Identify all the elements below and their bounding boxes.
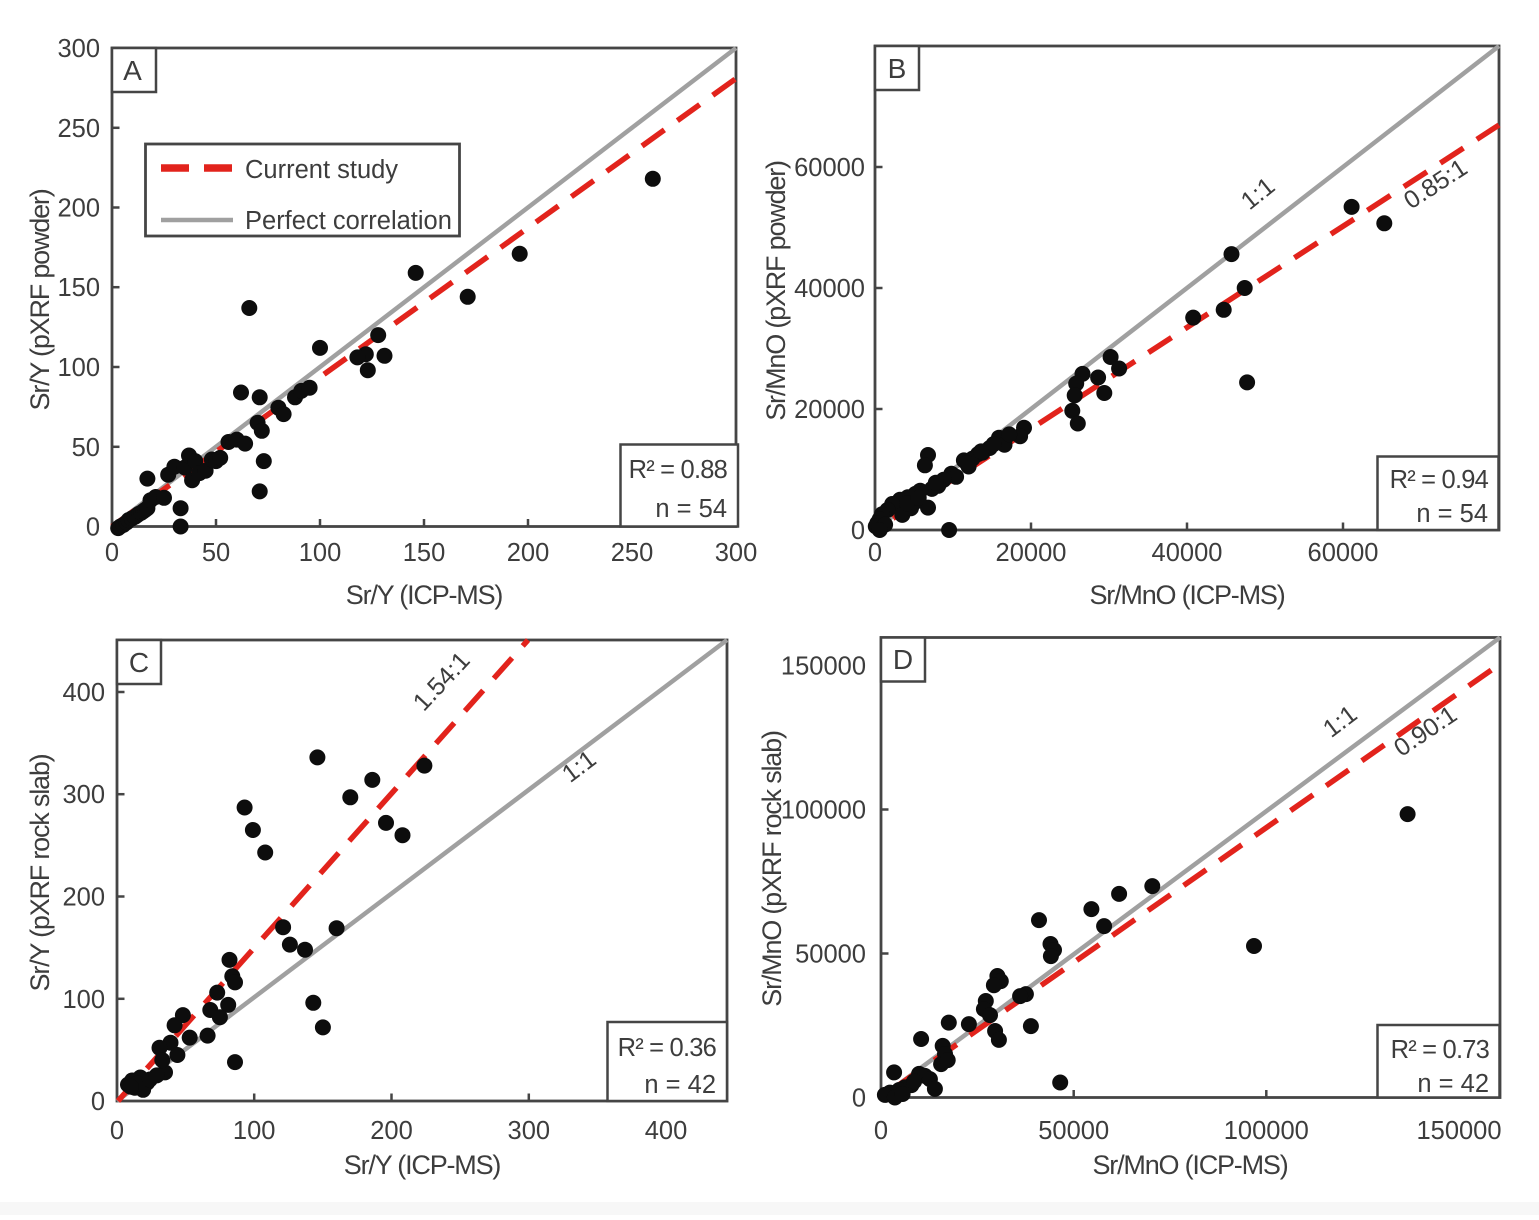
svg-text:A: A: [123, 55, 142, 86]
svg-text:300: 300: [57, 35, 100, 63]
svg-text:250: 250: [611, 539, 654, 567]
svg-text:300: 300: [508, 1117, 551, 1145]
svg-text:200: 200: [370, 1117, 413, 1145]
svg-text:100: 100: [233, 1117, 276, 1145]
svg-text:150000: 150000: [1416, 1117, 1501, 1145]
svg-text:R² = 0.94: R² = 0.94: [1390, 466, 1489, 494]
svg-text:Sr/MnO (pXRF powder): Sr/MnO (pXRF powder): [761, 161, 791, 421]
svg-text:50000: 50000: [1038, 1117, 1109, 1145]
svg-text:50000: 50000: [795, 941, 866, 969]
svg-text:0: 0: [110, 1117, 124, 1145]
svg-text:300: 300: [62, 781, 105, 809]
svg-text:B: B: [888, 53, 907, 84]
svg-text:Perfect correlation: Perfect correlation: [245, 207, 452, 235]
svg-text:Sr/MnO (ICP-MS): Sr/MnO (ICP-MS): [1093, 1150, 1288, 1180]
svg-text:n = 54: n = 54: [1416, 500, 1488, 528]
svg-text:400: 400: [645, 1117, 688, 1145]
svg-text:Sr/MnO (pXRF rock slab): Sr/MnO (pXRF rock slab): [757, 731, 787, 1007]
svg-text:250: 250: [57, 115, 100, 143]
svg-text:Sr/MnO (ICP-MS): Sr/MnO (ICP-MS): [1090, 580, 1285, 610]
svg-text:0: 0: [105, 539, 119, 567]
svg-text:Current study: Current study: [245, 156, 398, 184]
svg-text:0: 0: [851, 517, 865, 545]
svg-text:0: 0: [852, 1085, 866, 1113]
svg-text:0: 0: [86, 514, 100, 542]
svg-text:60000: 60000: [1308, 539, 1379, 567]
svg-text:R² = 0.88: R² = 0.88: [629, 456, 728, 484]
svg-text:D: D: [893, 644, 913, 675]
svg-text:100: 100: [62, 986, 105, 1014]
svg-text:Sr/Y (ICP-MS): Sr/Y (ICP-MS): [346, 580, 503, 610]
svg-text:50: 50: [202, 539, 230, 567]
svg-text:C: C: [129, 647, 149, 678]
svg-text:0: 0: [91, 1088, 105, 1116]
svg-text:100000: 100000: [781, 797, 866, 825]
svg-text:Sr/Y (pXRF powder): Sr/Y (pXRF powder): [25, 189, 55, 410]
svg-text:Sr/Y (pXRF rock slab): Sr/Y (pXRF rock slab): [25, 754, 55, 991]
svg-text:100: 100: [299, 539, 342, 567]
svg-text:100000: 100000: [1224, 1117, 1309, 1145]
svg-text:200: 200: [57, 195, 100, 223]
svg-text:0: 0: [874, 1117, 888, 1145]
svg-text:150000: 150000: [781, 653, 866, 681]
svg-text:200: 200: [507, 539, 550, 567]
svg-text:n = 42: n = 42: [1417, 1070, 1489, 1098]
svg-text:100: 100: [57, 354, 100, 382]
svg-text:40000: 40000: [794, 275, 865, 303]
svg-text:n = 42: n = 42: [644, 1071, 716, 1099]
svg-text:300: 300: [715, 539, 758, 567]
svg-text:R² = 0.36: R² = 0.36: [618, 1034, 717, 1062]
svg-text:150: 150: [57, 274, 100, 302]
svg-text:0: 0: [868, 539, 882, 567]
svg-text:Sr/Y (ICP-MS): Sr/Y (ICP-MS): [344, 1150, 501, 1180]
svg-text:n = 54: n = 54: [655, 495, 727, 523]
svg-text:40000: 40000: [1152, 539, 1223, 567]
svg-text:20000: 20000: [996, 539, 1067, 567]
svg-text:400: 400: [62, 679, 105, 707]
svg-text:50: 50: [72, 434, 100, 462]
svg-text:60000: 60000: [794, 154, 865, 182]
svg-text:200: 200: [62, 884, 105, 912]
svg-text:R² = 0.73: R² = 0.73: [1391, 1036, 1490, 1064]
svg-text:20000: 20000: [794, 396, 865, 424]
svg-text:150: 150: [403, 539, 446, 567]
